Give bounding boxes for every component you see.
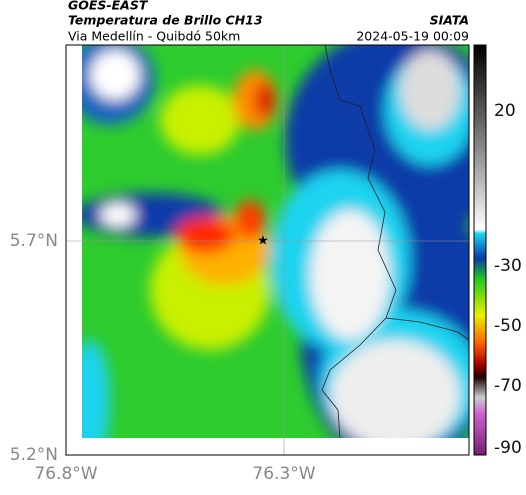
colorbar-tick: -90 bbox=[494, 438, 522, 458]
colorbar-tick: 20 bbox=[494, 101, 516, 121]
lon-label: 76.8°W bbox=[34, 464, 97, 484]
colorbar-tick: -50 bbox=[494, 316, 522, 336]
map-frame bbox=[65, 44, 470, 456]
lat-label: 5.2°N bbox=[10, 445, 58, 465]
source: GOES-EAST bbox=[68, 0, 149, 13]
colorbar-tick: -70 bbox=[494, 376, 522, 396]
colorbar-tick: -30 bbox=[494, 256, 522, 276]
lon-label: 76.3°W bbox=[252, 464, 315, 484]
location: Via Medellín - Quibdó 50km bbox=[68, 29, 240, 44]
datetime: 2024-05-19 00:09 bbox=[356, 29, 469, 44]
star-marker: ★ bbox=[257, 234, 269, 249]
colorbar bbox=[473, 44, 487, 456]
agency: SIATA bbox=[430, 13, 469, 28]
brightness-field bbox=[82, 45, 469, 438]
product: Temperatura de Brillo CH13 bbox=[68, 13, 263, 28]
coastline bbox=[321, 317, 387, 439]
coastline bbox=[324, 44, 470, 341]
lat-label: 5.7°N bbox=[10, 231, 58, 251]
